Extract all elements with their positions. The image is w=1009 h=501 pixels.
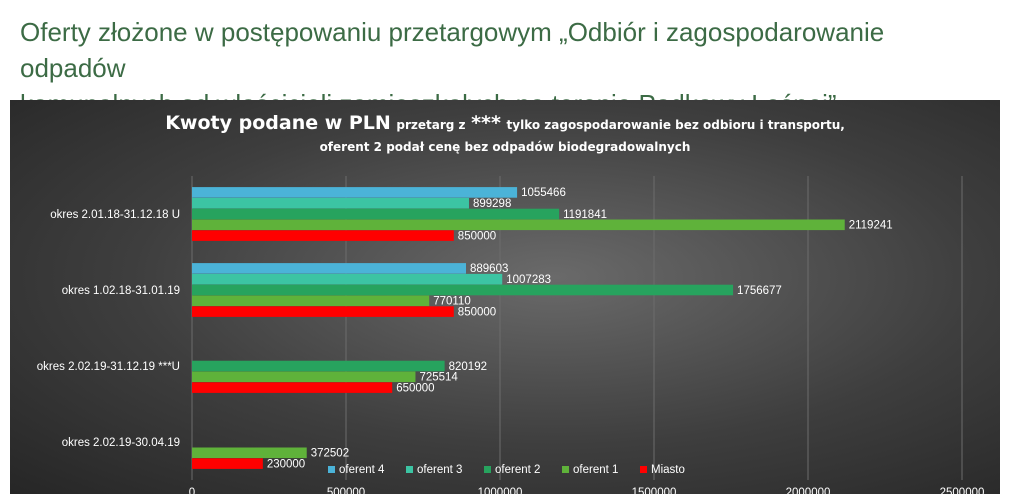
chart-title-line2: oferent 2 podał cenę bez odpadów biodegr…: [319, 140, 691, 154]
x-tick-label: 1000000: [478, 487, 523, 494]
legend-label: oferent 1: [573, 464, 618, 476]
bar-oferent-2: [192, 284, 734, 296]
legend-swatch: [484, 466, 491, 473]
chart-title-stars: ***: [471, 112, 501, 134]
bar-oferent-2: [192, 360, 445, 372]
legend-swatch: [406, 466, 413, 473]
data-label: 850000: [458, 306, 496, 318]
bar-oferent-1: [192, 371, 416, 383]
chart-title-part3: tylko zagospodarowanie bez odbioru i tra…: [506, 118, 845, 132]
heading-line-1: Oferty złożone w postępowaniu przetargow…: [20, 17, 885, 83]
data-label: 1191841: [563, 209, 607, 221]
legend-swatch: [640, 466, 647, 473]
legend-label: oferent 4: [339, 464, 385, 476]
category-label: okres 1.02.18-31.01.19: [62, 285, 180, 297]
bar-oferent-1: [192, 447, 307, 459]
legend-swatch: [562, 466, 569, 473]
bar-chart: 0 500000 1000000 1500000 2000000 2500000 okres…: [37, 176, 985, 494]
bar-oferent-2: [192, 208, 560, 220]
bar-oferent-3: [192, 197, 469, 209]
x-tick-label: 500000: [327, 487, 365, 494]
legend-swatch: [328, 466, 335, 473]
x-tick-label: 1500000: [632, 487, 677, 494]
data-label: 820192: [449, 361, 487, 373]
category-label: okres 2.02.19-31.12.19 ***U: [37, 361, 180, 373]
data-label: 2119241: [849, 220, 893, 232]
bar-miasto: [192, 306, 454, 317]
x-tick-label: 2500000: [940, 487, 985, 494]
data-label: 889603: [470, 263, 508, 275]
legend-label: oferent 3: [417, 464, 462, 476]
legend-label: Miasto: [651, 464, 685, 476]
bar-oferent-1: [192, 219, 845, 231]
bar-oferent-3: [192, 273, 503, 285]
x-tick-label: 2000000: [786, 487, 831, 494]
bar-miasto: [192, 230, 454, 241]
bar-miasto: [192, 458, 263, 469]
bar-miasto: [192, 382, 393, 393]
chart-title-main: Kwoty podane w PLN: [165, 112, 391, 134]
data-label: 1007283: [506, 274, 551, 286]
x-tick-label: 0: [189, 487, 195, 494]
category-label: okres 2.02.19-30.04.19: [62, 437, 180, 449]
data-label: 770110: [433, 296, 471, 308]
bar-oferent-4: [192, 263, 466, 274]
data-label: 1055466: [521, 187, 566, 199]
data-label: 725514: [419, 372, 458, 384]
bar-oferent-1: [192, 295, 430, 307]
legend-label: oferent 2: [495, 464, 540, 476]
data-label: 372502: [311, 448, 349, 460]
data-label: 1756677: [737, 285, 782, 297]
chart-panel: Kwoty podane w PLN przetarg z *** tylko …: [10, 100, 1000, 494]
data-label: 850000: [458, 230, 496, 242]
chart-title-part2: przetarg z: [396, 118, 466, 132]
data-label: 899298: [473, 198, 511, 210]
category-label: okres 2.01.18-31.12.18 U: [50, 209, 180, 221]
bar-oferent-4: [192, 187, 518, 198]
data-label: 650000: [396, 382, 434, 394]
chart-title: Kwoty podane w PLN przetarg z *** tylko …: [10, 112, 1000, 154]
data-label: 230000: [267, 458, 305, 470]
